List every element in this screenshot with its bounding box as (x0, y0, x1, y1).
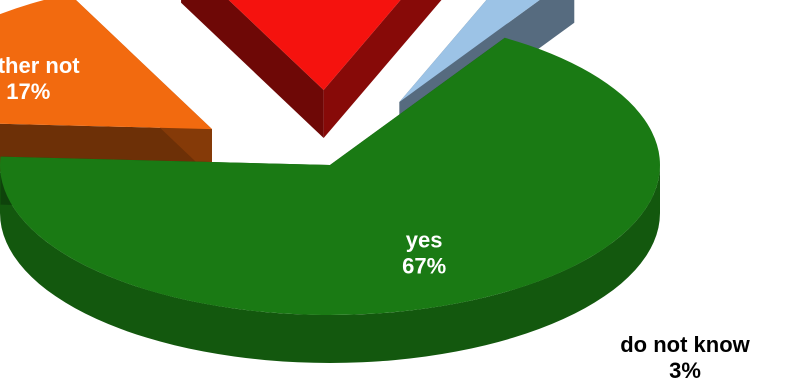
slice-value-no: 13% (292, 0, 336, 4)
slice-label-yes: yes (406, 228, 443, 253)
slice-value-rather-not: 17% (6, 79, 50, 104)
pie-slice-cut-end-no (323, 0, 442, 139)
pie-slice-no (181, 0, 442, 139)
slice-label-do-not-know: do not know (620, 332, 750, 357)
pie-slice-top-rather-not (0, 0, 212, 130)
slice-value-do-not-know: 3% (669, 358, 701, 383)
slice-label-rather-not: rather not (0, 53, 80, 78)
pie-slice-yes (0, 37, 660, 363)
slice-value-yes: 67% (402, 254, 446, 279)
pie-slice-cut-start-no (181, 0, 324, 139)
pie-slice-top-no (228, 0, 401, 91)
pie-slice-top-yes (0, 37, 660, 316)
pie-slice-top-do-not-know (399, 0, 540, 103)
pie-slice-side-yes (0, 165, 660, 363)
